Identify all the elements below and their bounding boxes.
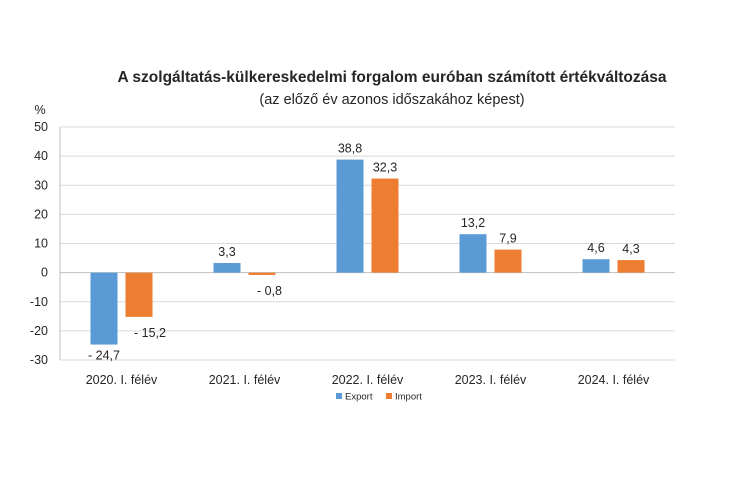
data-label-export: - 24,7 bbox=[88, 349, 120, 363]
y-tick-label: 40 bbox=[34, 149, 48, 163]
chart-subtitle: (az előző év azonos időszakához képest) bbox=[259, 92, 524, 108]
x-tick-label: 2024. I. félév bbox=[578, 373, 650, 387]
bar-import bbox=[617, 260, 645, 273]
bar-import bbox=[125, 272, 153, 317]
bar-export bbox=[582, 259, 610, 273]
legend-swatch-export bbox=[336, 393, 342, 399]
y-tick-label: 30 bbox=[34, 178, 48, 192]
x-tick-label: 2022. I. félév bbox=[332, 373, 404, 387]
y-axis-unit: % bbox=[34, 103, 45, 117]
y-tick-label: 0 bbox=[41, 266, 48, 280]
data-label-import: 7,9 bbox=[499, 232, 516, 246]
data-label-export: 3,3 bbox=[218, 245, 235, 259]
data-label-export: 4,6 bbox=[587, 241, 604, 255]
y-tick-label: -10 bbox=[30, 295, 48, 309]
x-tick-label: 2023. I. félév bbox=[455, 373, 527, 387]
x-tick-label: 2020. I. félév bbox=[86, 373, 158, 387]
y-tick-label: -20 bbox=[30, 324, 48, 338]
y-tick-label: 20 bbox=[34, 207, 48, 221]
legend-swatch-import bbox=[386, 393, 392, 399]
y-tick-label: 10 bbox=[34, 237, 48, 251]
legend-label-export: Export bbox=[345, 392, 373, 403]
bar-import bbox=[371, 178, 399, 273]
data-labels: - 24,7 - 15,2 3,3 - 0,8 38,8 32,3 13,2 7,9 4,6 4,… bbox=[88, 142, 640, 363]
data-label-import: - 0,8 bbox=[257, 284, 282, 298]
x-axis-ticks: 2020. I. félév 2021. I. félév 2022. I. fél… bbox=[86, 373, 650, 387]
chart-title: A szolgáltatás-külkereskedelmi forgalom … bbox=[118, 69, 667, 86]
bar-export bbox=[459, 234, 487, 273]
bar-export bbox=[213, 263, 241, 273]
x-tick-label: 2021. I. félév bbox=[209, 373, 281, 387]
data-label-import: 4,3 bbox=[622, 242, 639, 256]
y-axis-ticks: 50 40 30 20 10 0 -10 -20 -30 bbox=[30, 120, 48, 367]
bar-import bbox=[248, 272, 276, 275]
data-label-export: 38,8 bbox=[338, 142, 362, 156]
bar-export bbox=[90, 272, 118, 345]
gridlines bbox=[59, 126, 675, 361]
data-label-export: 13,2 bbox=[461, 216, 485, 230]
data-label-import: 32,3 bbox=[373, 161, 397, 175]
bar-import bbox=[494, 249, 522, 273]
bar-export bbox=[336, 159, 364, 273]
data-label-import: - 15,2 bbox=[134, 326, 166, 340]
bars bbox=[90, 159, 645, 345]
y-tick-label: 50 bbox=[34, 120, 48, 134]
y-tick-label: -30 bbox=[30, 353, 48, 367]
legend: Export Import bbox=[336, 392, 422, 403]
legend-label-import: Import bbox=[395, 392, 422, 403]
